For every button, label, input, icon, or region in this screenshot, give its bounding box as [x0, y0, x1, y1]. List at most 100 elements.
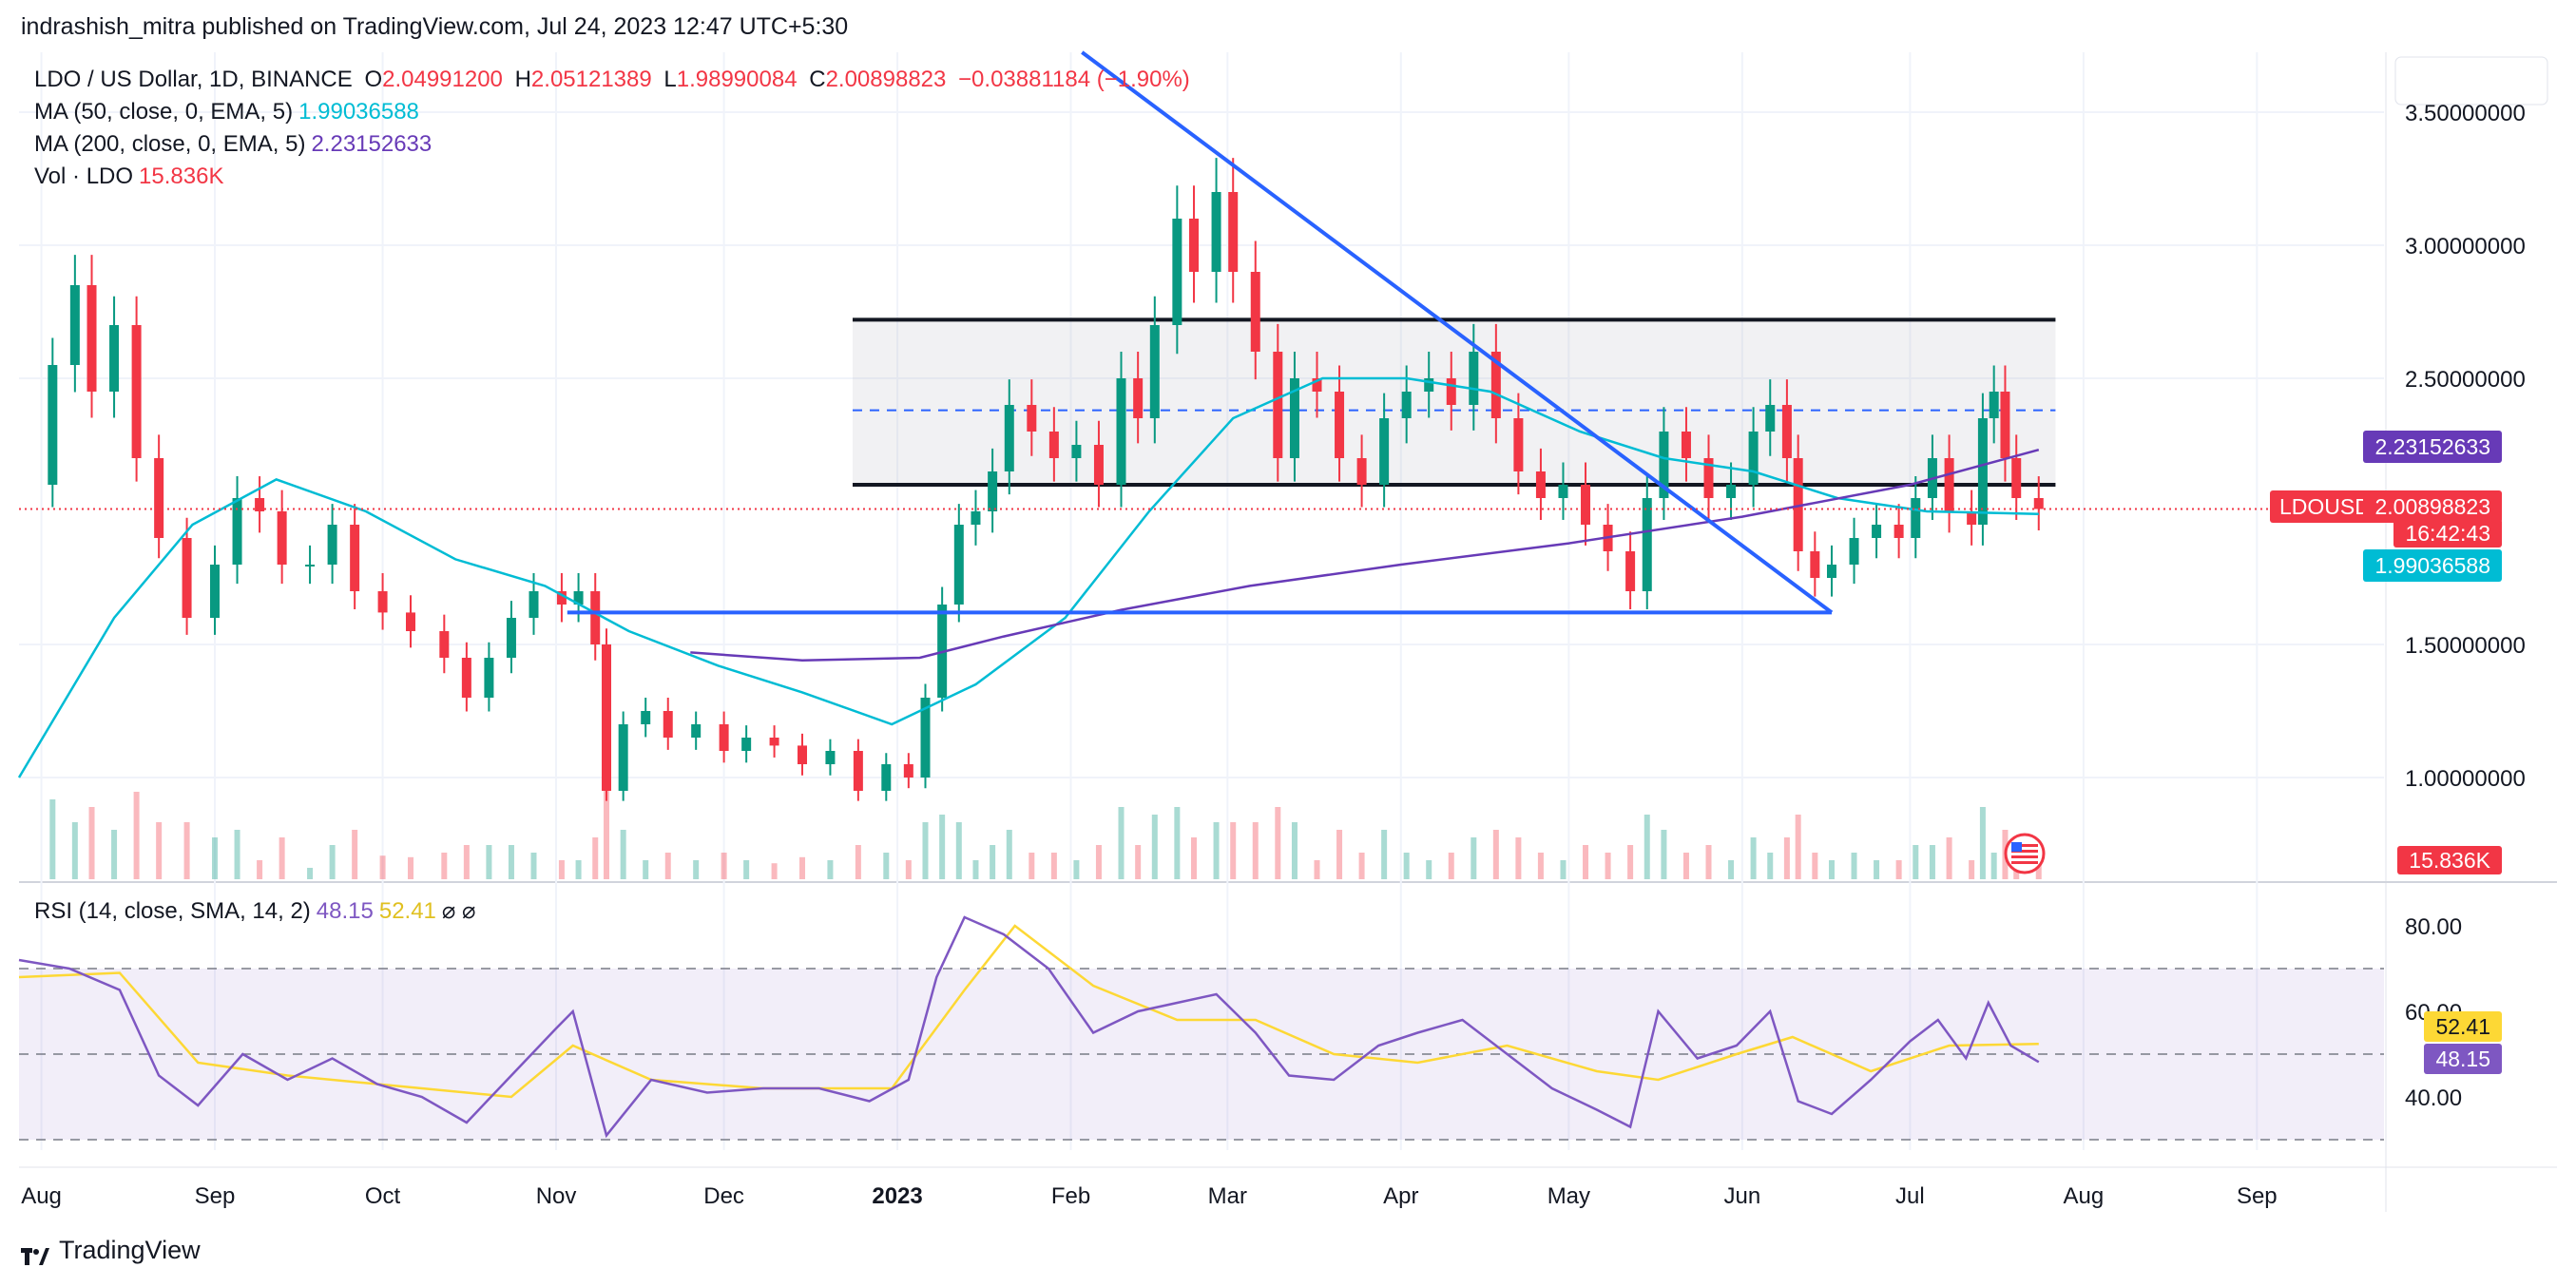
rsi-line: [18, 915, 2040, 1139]
high-value: 2.05121389: [530, 67, 652, 92]
candle: [663, 698, 673, 750]
candle: [769, 725, 779, 758]
candle: [691, 711, 702, 750]
candle: [305, 545, 316, 585]
volume-bar: [1191, 837, 1198, 879]
candle-body: [1312, 378, 1322, 392]
candle-body: [439, 631, 450, 658]
open-value: 2.04991200: [382, 67, 503, 92]
volume-bar: [771, 863, 778, 879]
candle-body: [953, 525, 964, 605]
volume-bar: [530, 853, 537, 879]
rsi-ma-value: 52.41: [378, 898, 436, 924]
volume-legend[interactable]: Vol · LDO 15.836K: [34, 163, 229, 190]
candle-body: [1424, 378, 1434, 392]
candle: [825, 739, 836, 776]
volume-bar: [111, 830, 118, 879]
rsi-tick-label: 40.00: [2405, 1085, 2462, 1111]
volume-bar: [1471, 837, 1477, 879]
candle: [1625, 531, 1636, 610]
candle-body: [573, 591, 584, 605]
volume-bar: [307, 868, 314, 879]
candle: [1424, 352, 1434, 418]
candle-body: [461, 658, 471, 698]
candle-body: [1726, 485, 1737, 498]
candle-body: [1379, 418, 1390, 485]
ma50-price-tag: 1.99036588: [2363, 549, 2502, 582]
candle: [1513, 393, 1524, 495]
candle-body: [1977, 418, 1988, 525]
time-tick-label: 2023: [872, 1183, 922, 1209]
symbol-name[interactable]: LDO / US Dollar, 1D, BINANCE: [34, 67, 353, 92]
high-label: H: [514, 67, 531, 92]
candle: [988, 448, 998, 533]
candle: [210, 545, 221, 635]
candle: [1849, 517, 1859, 585]
candle-body: [1469, 352, 1479, 405]
candle-body: [529, 591, 539, 618]
candle: [590, 572, 601, 661]
ma200-price-tag: 2.23152633: [2363, 431, 2502, 463]
volume-bar: [1605, 853, 1611, 879]
candle: [881, 753, 892, 801]
ma200-legend[interactable]: MA (200, close, 0, EMA, 5) 2.23152633: [34, 131, 437, 158]
tradingview-branding[interactable]: TradingView: [21, 1236, 201, 1265]
volume-bar: [1812, 853, 1818, 879]
volume-bar: [721, 853, 727, 879]
volume-bar: [743, 860, 750, 879]
flag-stripe: [2011, 844, 2038, 847]
candle-body: [1228, 192, 1239, 272]
candle-body: [1793, 458, 1803, 551]
volume-bar: [1828, 860, 1835, 879]
candle: [1273, 323, 1283, 482]
volume-bar: [2035, 861, 2042, 879]
candle-body: [1703, 458, 1714, 498]
candle-body: [618, 724, 628, 791]
time-tick-label: Aug: [21, 1183, 62, 1209]
volume-bar: [49, 799, 56, 879]
price-tick-label: 2.50000000: [2405, 367, 2526, 393]
candle: [131, 296, 142, 482]
ma200-line: [690, 448, 2040, 663]
candle: [573, 572, 584, 623]
volume-bar: [71, 822, 78, 879]
candle-body: [1967, 511, 1977, 525]
candle: [1535, 448, 1546, 520]
volume-bar: [1946, 837, 1952, 879]
candle-body: [769, 738, 779, 746]
open-label: O: [364, 67, 383, 92]
volume-bar: [1426, 860, 1432, 879]
rsi-ma-line: [18, 924, 2039, 1099]
candle: [1659, 407, 1669, 520]
rsi-tick-label: 80.00: [2405, 914, 2462, 940]
candle-body: [87, 285, 97, 392]
volume-bar: [88, 807, 95, 879]
ma50-legend[interactable]: MA (50, close, 0, EMA, 5) 1.99036588: [34, 99, 425, 125]
candle: [1748, 407, 1759, 508]
volume-bar: [156, 822, 163, 879]
volume-bar: [1682, 853, 1689, 879]
candle-body: [1273, 352, 1283, 458]
candle-body: [590, 591, 601, 644]
volume-bar: [1291, 822, 1298, 879]
candle-body: [1172, 219, 1182, 325]
candle: [937, 586, 948, 712]
volume-bar: [939, 815, 946, 879]
candle-body: [1490, 352, 1501, 418]
volume-bar: [1913, 845, 1919, 879]
candle: [1312, 352, 1322, 418]
volume-bar: [799, 856, 806, 879]
rsi-legend[interactable]: RSI (14, close, SMA, 14, 2) 48.15 52.41 ⌀ ⌀: [34, 897, 481, 925]
candle: [1027, 379, 1037, 456]
volume-bar: [133, 792, 140, 879]
candle: [327, 504, 337, 585]
candle-body: [131, 325, 142, 458]
volume-bar: [379, 855, 386, 879]
candle: [1211, 158, 1221, 303]
symbol-legend: LDO / US Dollar, 1D, BINANCE O2.04991200…: [34, 67, 1196, 93]
volume-bar: [664, 853, 671, 879]
candle-body: [971, 511, 981, 525]
volume-bar: [1783, 837, 1790, 879]
candle-body: [1581, 485, 1591, 525]
